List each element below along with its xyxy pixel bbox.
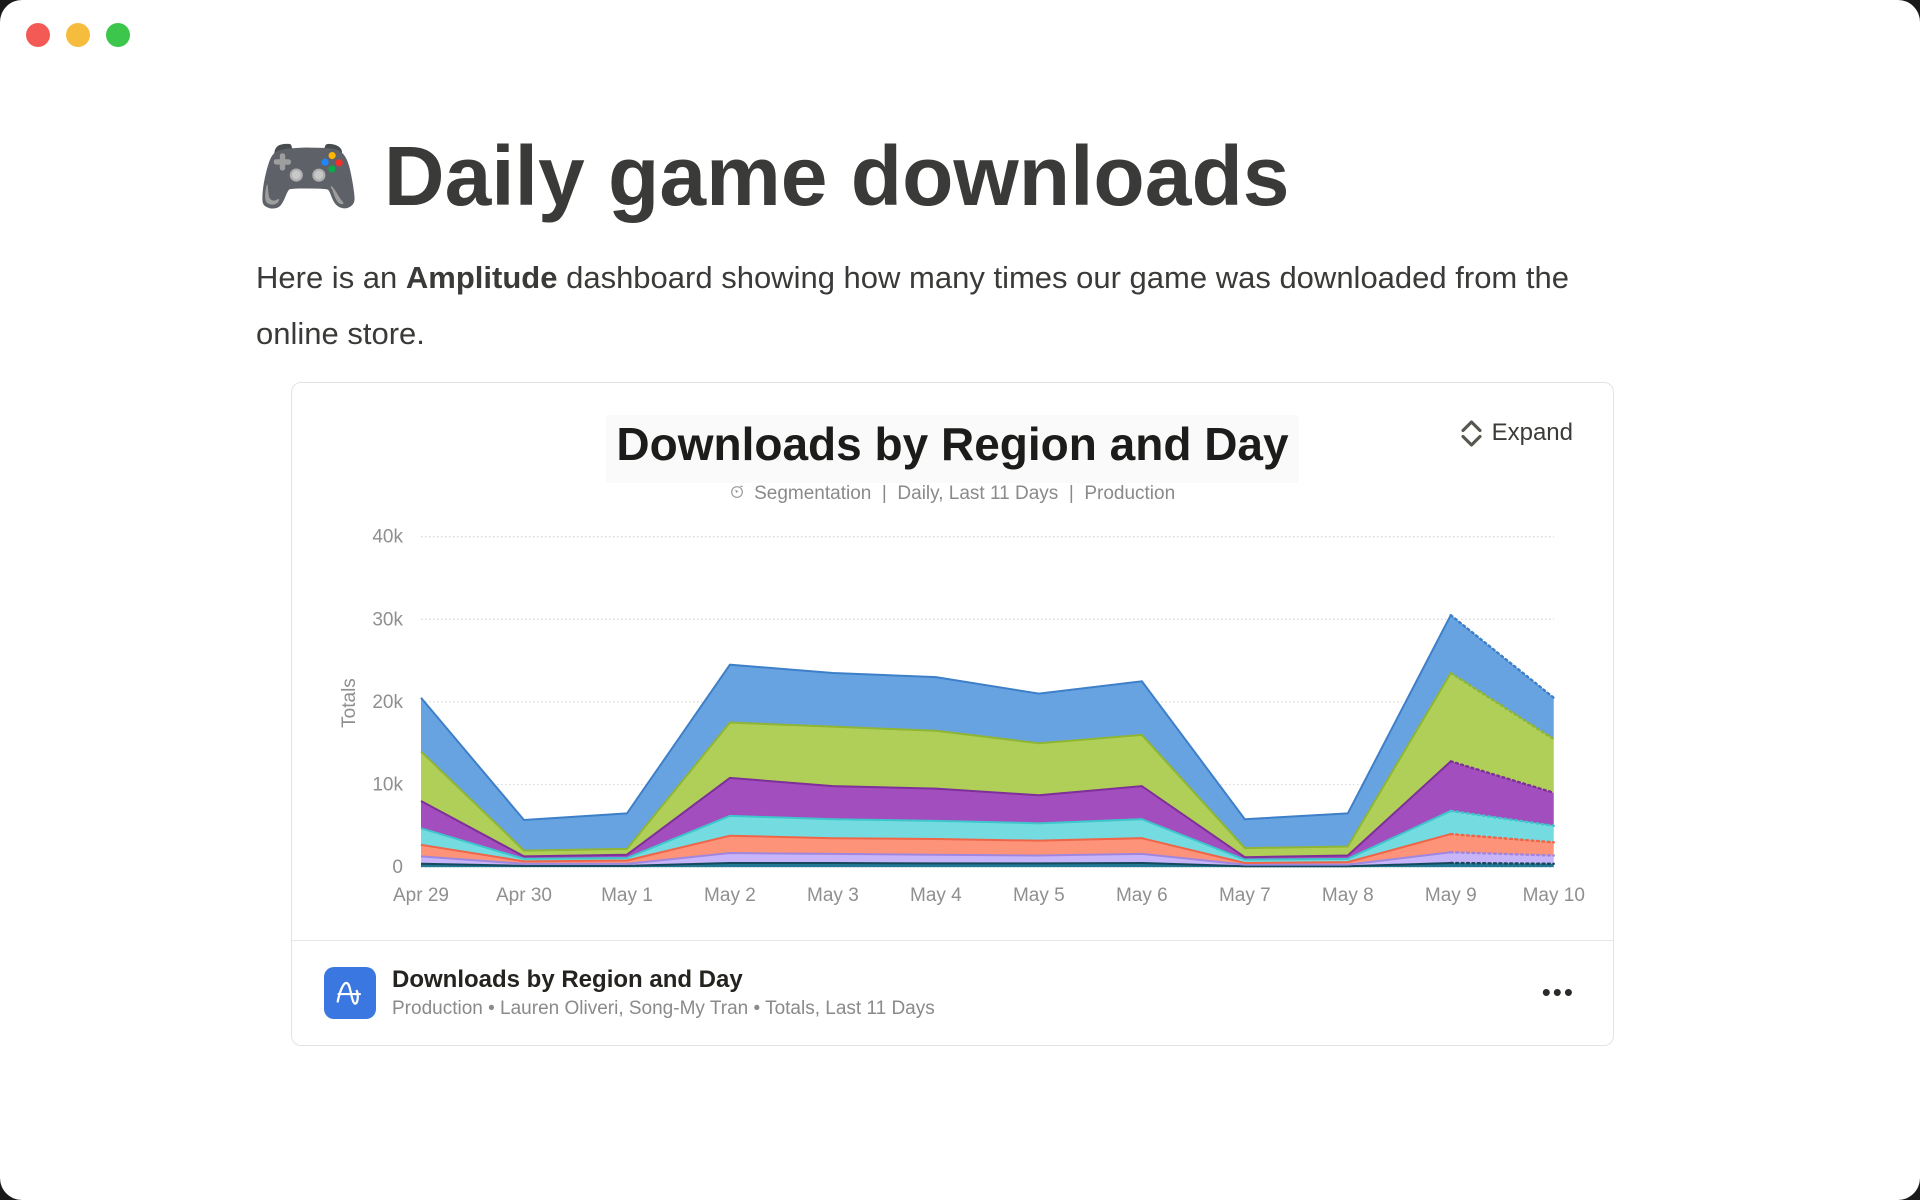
svg-text:Apr 30: Apr 30 — [496, 885, 552, 906]
svg-text:May 5: May 5 — [1013, 885, 1065, 906]
svg-text:40k: 40k — [372, 527, 403, 548]
svg-text:0: 0 — [392, 857, 403, 878]
svg-text:20k: 20k — [372, 692, 403, 713]
svg-text:May 9: May 9 — [1425, 885, 1477, 906]
svg-text:May 10: May 10 — [1523, 885, 1585, 906]
svg-text:Totals: Totals — [339, 678, 360, 728]
svg-text:May 7: May 7 — [1219, 885, 1271, 906]
svg-text:May 8: May 8 — [1322, 885, 1374, 906]
svg-text:May 6: May 6 — [1116, 885, 1168, 906]
svg-text:10k: 10k — [372, 774, 403, 795]
svg-text:Apr 29: Apr 29 — [393, 885, 449, 906]
svg-text:May 4: May 4 — [910, 885, 962, 906]
svg-text:30k: 30k — [372, 609, 403, 630]
svg-text:May 2: May 2 — [704, 885, 756, 906]
svg-text:May 3: May 3 — [807, 885, 859, 906]
svg-text:May 1: May 1 — [601, 885, 653, 906]
